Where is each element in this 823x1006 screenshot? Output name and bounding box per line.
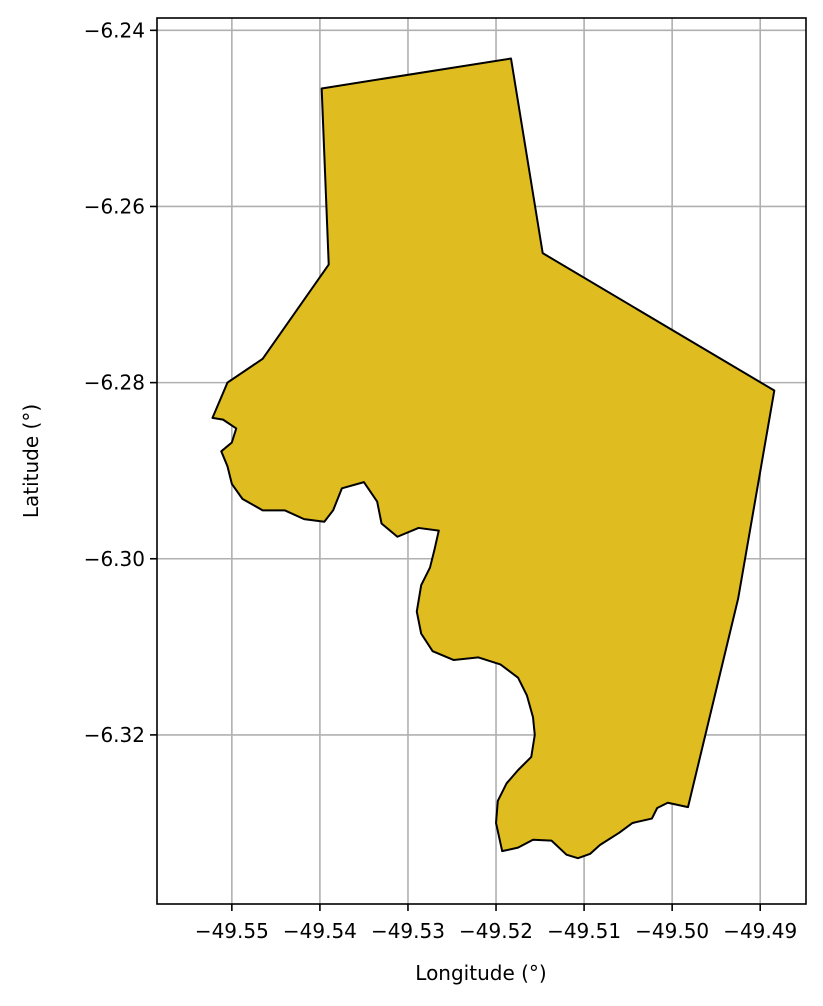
- x-tick-label: −49.52: [459, 919, 533, 943]
- y-tick-label: −6.26: [84, 194, 145, 218]
- x-axis-label: Longitude (°): [415, 961, 546, 985]
- y-tick-label: −6.30: [84, 547, 145, 571]
- x-tick-label: −49.55: [195, 919, 269, 943]
- y-tick-label: −6.32: [84, 723, 145, 747]
- x-tick-label: −49.50: [635, 919, 709, 943]
- map-region-polygon: [211, 57, 776, 860]
- x-axis-ticks: −49.55 −49.54 −49.53 −49.52 −49.51 −49.50 −49.…: [195, 904, 797, 943]
- x-tick-label: −49.49: [723, 919, 797, 943]
- plot-frame: [156, 17, 807, 905]
- y-axis-ticks: −6.24 −6.26 −6.28 −6.30 −6.32: [84, 18, 157, 747]
- x-tick-label: −49.51: [547, 919, 621, 943]
- y-axis-label: Latitude (°): [19, 404, 43, 518]
- x-tick-label: −49.53: [371, 919, 445, 943]
- y-tick-label: −6.28: [84, 371, 145, 395]
- x-tick-label: −49.54: [283, 919, 357, 943]
- y-tick-label: −6.24: [84, 18, 145, 42]
